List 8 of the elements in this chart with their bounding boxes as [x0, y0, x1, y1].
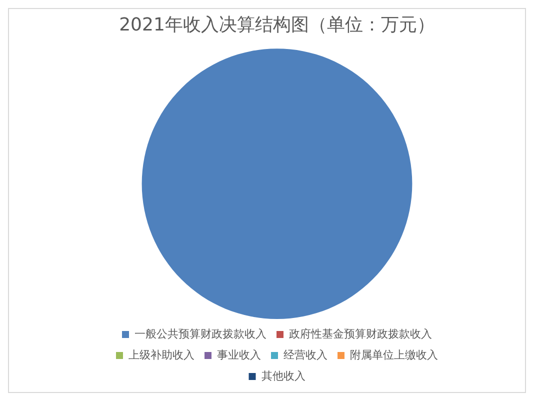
- legend-label: 事业收入: [217, 348, 261, 362]
- chart-title: 2021年收入决算结构图（单位：万元）: [119, 14, 435, 36]
- legend-label: 上级补助收入: [128, 348, 194, 362]
- legend-label: 其他收入: [261, 369, 306, 382]
- legend-label: 政府性基金预算财政拨款收入: [289, 327, 432, 340]
- legend-label: 经营收入: [284, 348, 328, 362]
- legend-label: 附属单位上缴收入: [350, 348, 438, 362]
- legend-label: 一般公共预算财政拨款收入: [134, 327, 266, 340]
